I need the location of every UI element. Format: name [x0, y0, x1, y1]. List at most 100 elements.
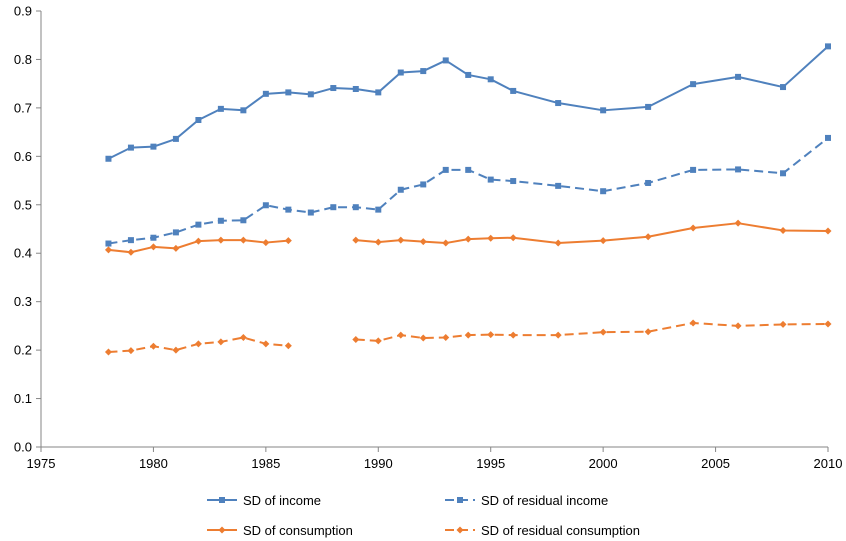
- data-point: [779, 226, 787, 234]
- series-4: [104, 319, 832, 356]
- data-point: [217, 338, 225, 346]
- data-point: [397, 186, 404, 193]
- x-tick-label: 2000: [589, 456, 618, 471]
- data-point: [262, 239, 270, 247]
- data-point: [420, 181, 427, 188]
- data-point: [217, 236, 225, 244]
- data-point: [600, 188, 607, 195]
- data-point: [554, 331, 562, 339]
- data-point: [172, 229, 179, 236]
- data-point: [239, 334, 247, 342]
- plot-area: [104, 43, 832, 356]
- series-2: [105, 134, 831, 247]
- legend-item: SD of residual income: [445, 493, 608, 508]
- data-point: [825, 43, 831, 50]
- data-point: [285, 89, 292, 96]
- data-point: [464, 331, 472, 339]
- data-point: [374, 337, 382, 345]
- data-point: [194, 340, 202, 348]
- chart-axes: 0.0 0.1 0.2 0.3 0.4 0.5 0.6 0.7 0.8 0.9 1975 1980 19…: [14, 4, 843, 472]
- data-point: [240, 217, 247, 224]
- data-point: [105, 155, 112, 162]
- data-point: [172, 346, 180, 354]
- series-line: [355, 222, 829, 245]
- data-point: [397, 236, 405, 244]
- data-point: [464, 235, 472, 243]
- data-point: [262, 202, 269, 209]
- data-point: [239, 236, 247, 244]
- y-tick-label: 0.3: [14, 294, 32, 309]
- data-point: [307, 209, 314, 216]
- y-tick-label: 0.5: [14, 197, 32, 212]
- y-tick-label: 0.7: [14, 100, 32, 115]
- data-point: [554, 239, 562, 247]
- data-point: [510, 178, 517, 185]
- data-point: [599, 237, 607, 245]
- data-point: [374, 238, 382, 246]
- data-point: [172, 244, 180, 252]
- data-point: [510, 87, 517, 94]
- legend-swatch-marker: [219, 497, 225, 503]
- data-point: [127, 248, 135, 256]
- data-point: [644, 233, 652, 241]
- legend-swatch-marker: [218, 526, 226, 534]
- data-point: [150, 234, 157, 241]
- data-point: [734, 322, 742, 330]
- legend-swatch-marker: [457, 497, 463, 503]
- data-point: [352, 335, 360, 343]
- data-point: [307, 91, 314, 98]
- x-tick-label: 1990: [364, 456, 393, 471]
- data-point: [735, 73, 742, 80]
- data-point: [375, 89, 382, 96]
- legend-item: SD of income: [207, 493, 321, 508]
- data-point: [127, 144, 134, 151]
- series-line: [355, 321, 829, 342]
- y-tick-label: 0.8: [14, 52, 32, 67]
- data-point: [442, 239, 450, 247]
- y-tick-label: 0.6: [14, 149, 32, 164]
- data-point: [105, 240, 112, 247]
- data-point: [419, 238, 427, 246]
- data-point: [735, 166, 742, 173]
- data-point: [824, 320, 832, 328]
- legend-item: SD of residual consumption: [445, 523, 640, 538]
- data-point: [555, 182, 562, 189]
- series-line: [108, 137, 829, 245]
- data-point: [195, 221, 202, 228]
- data-point: [149, 243, 157, 251]
- data-point: [352, 236, 360, 244]
- data-point: [645, 103, 652, 110]
- data-point: [127, 347, 135, 355]
- data-point: [690, 81, 697, 88]
- data-point: [487, 176, 494, 183]
- data-point: [284, 342, 292, 350]
- data-point: [824, 227, 832, 235]
- data-point: [195, 117, 202, 123]
- data-point: [172, 135, 179, 142]
- data-point: [262, 90, 269, 97]
- data-point: [825, 134, 831, 141]
- data-point: [509, 331, 517, 339]
- data-point: [104, 348, 112, 356]
- data-point: [600, 107, 607, 114]
- data-point: [240, 107, 247, 114]
- x-tick-label: 1985: [251, 456, 280, 471]
- data-point: [262, 340, 270, 348]
- series-3: [104, 219, 832, 256]
- data-point: [419, 334, 427, 342]
- data-point: [487, 331, 495, 339]
- x-tick-label: 1975: [27, 456, 56, 471]
- data-point: [645, 179, 652, 186]
- data-point: [689, 224, 697, 232]
- legend-item: SD of consumption: [207, 523, 353, 538]
- data-point: [780, 84, 787, 91]
- data-point: [397, 69, 404, 76]
- data-point: [780, 170, 787, 177]
- data-point: [375, 206, 382, 213]
- data-point: [217, 217, 224, 224]
- x-tick-label: 1980: [139, 456, 168, 471]
- x-tick-label: 2010: [814, 456, 843, 471]
- data-point: [487, 76, 494, 83]
- data-point: [734, 219, 742, 227]
